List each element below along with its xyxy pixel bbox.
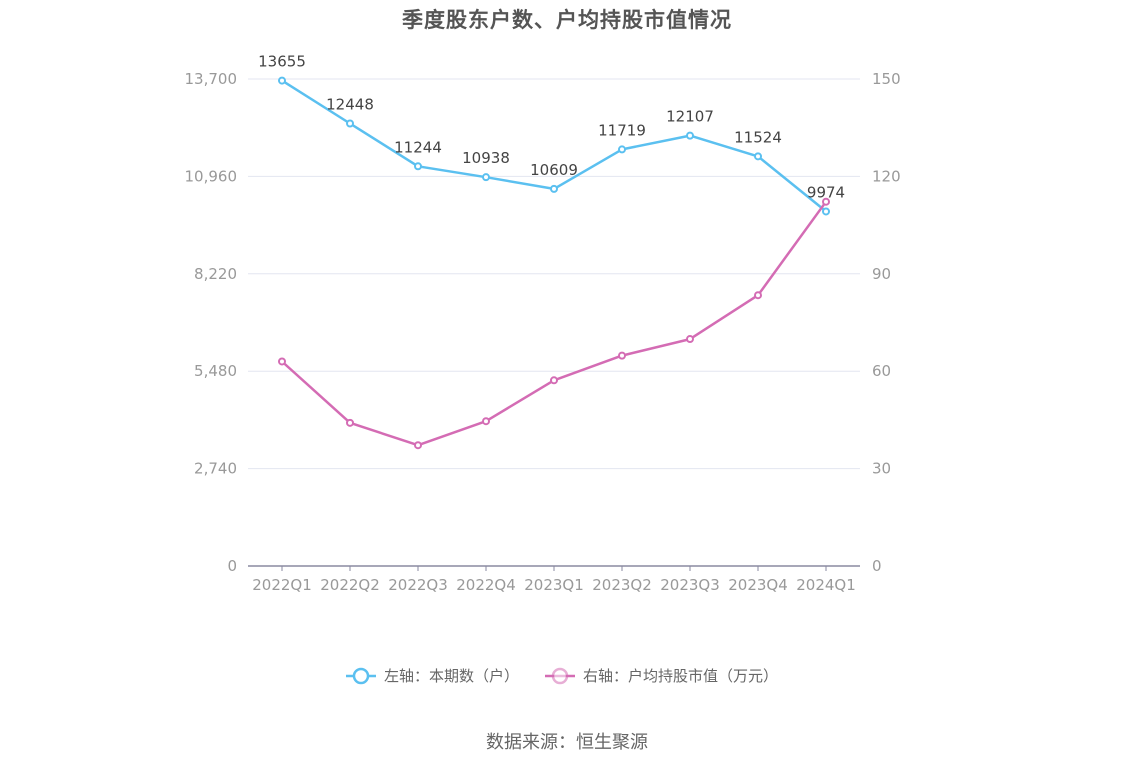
y-right-tick-label: 30 [872,460,891,478]
legend-label: 左轴：本期数（户） [384,667,519,685]
legend-item: 左轴：本期数（户） [346,667,519,685]
data-label: 10938 [462,149,510,167]
data-label: 10609 [530,161,578,179]
avg-holding-value-point [618,351,626,360]
shareholders-point [346,119,354,128]
avg-holding-value-point [822,197,830,206]
avg-holding-value-point [550,376,558,385]
shareholders-point [686,131,694,140]
x-tick-label: 2024Q1 [796,576,856,594]
shareholders-point [618,145,626,154]
x-tick-label: 2022Q2 [320,576,380,594]
y-left-tick-label: 0 [227,557,237,575]
y-left-tick-label: 10,960 [185,167,238,185]
data-label: 11244 [394,138,442,156]
shareholders-point [414,162,422,171]
y-left-tick-label: 2,740 [194,460,237,478]
x-tick-label: 2023Q1 [524,576,584,594]
y-left-tick-label: 8,220 [194,265,237,283]
x-tick-label: 2023Q4 [728,576,788,594]
y-right-tick-label: 0 [872,557,882,575]
y-right-tick-label: 120 [872,167,901,185]
y-left-tick-label: 5,480 [194,362,237,380]
legend-marker-icon [352,667,370,685]
chart-title: 季度股东户数、户均持股市值情况 [402,8,732,32]
avg-holding-value-point [754,291,762,300]
shareholders-point [754,152,762,161]
shareholders-point [822,207,830,216]
y-right-tick-label: 90 [872,265,891,283]
legend-label: 右轴：户均持股市值（万元） [583,667,778,685]
shareholders-point [278,76,286,85]
legend-item: 右轴：户均持股市值（万元） [545,667,778,685]
avg-holding-value-point [414,441,422,450]
avg-holding-value-point [686,335,694,344]
data-label: 11524 [734,128,782,146]
data-label: 13655 [258,53,306,71]
x-tick-label: 2022Q1 [252,576,312,594]
series-line-avg-holding-value [281,200,828,447]
y-right-tick-label: 150 [872,70,901,88]
shareholders-point [550,184,558,193]
x-tick-label: 2022Q3 [388,576,448,594]
shareholders-point [482,173,490,182]
x-tick-label: 2023Q2 [592,576,652,594]
x-tick-label: 2023Q3 [660,576,720,594]
avg-holding-value-point [482,417,490,426]
y-left-tick-label: 13,700 [185,70,238,88]
data-label: 12107 [666,108,714,126]
avg-holding-value-point [346,418,354,427]
x-tick-label: 2022Q4 [456,576,516,594]
data-source-note: 数据来源：恒生聚源 [486,732,648,753]
data-label: 11719 [598,121,646,139]
avg-holding-value-point [278,357,286,366]
data-label: 9974 [807,183,845,201]
legend-marker-icon [551,667,569,685]
data-label: 12448 [326,96,374,114]
y-right-tick-label: 60 [872,362,891,380]
